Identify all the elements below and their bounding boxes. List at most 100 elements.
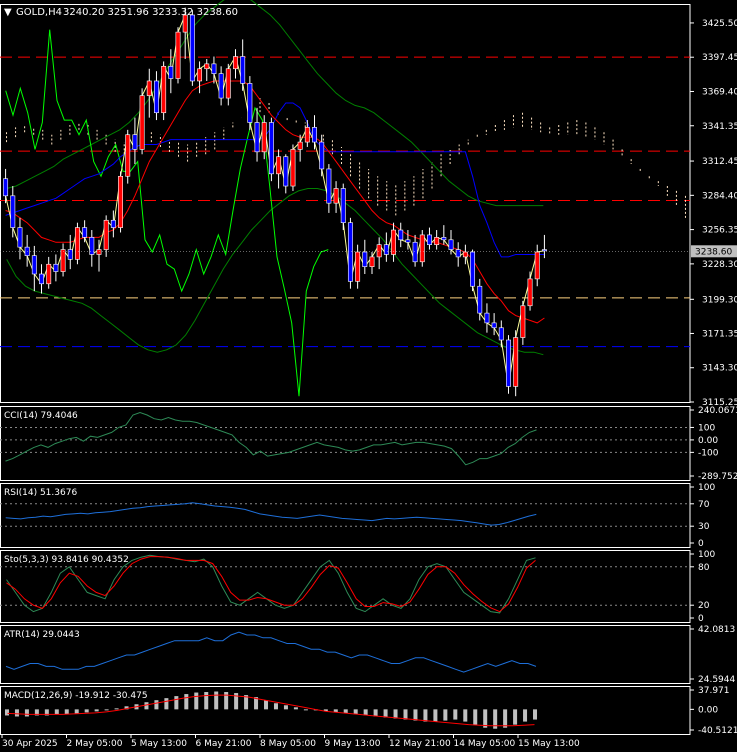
indicator-label: CCI(14) 79.4046: [4, 411, 78, 421]
macd-histogram-bar: [463, 709, 468, 722]
candle-body: [211, 63, 217, 74]
macd-histogram-bar: [473, 709, 478, 725]
candle-body: [333, 188, 339, 204]
time-axis-label: 30 Apr 2025: [2, 739, 58, 748]
candle-body: [53, 263, 59, 272]
macd-histogram-bar: [144, 702, 149, 710]
candle-body: [189, 14, 195, 82]
price-tick-label: 3397.45: [702, 53, 737, 63]
macd-histogram-bar: [293, 707, 298, 710]
candle-body: [139, 95, 145, 150]
candle-body: [10, 195, 16, 228]
candle-body: [513, 337, 519, 387]
candle-body: [218, 73, 224, 99]
macd-histogram-bar: [483, 709, 488, 728]
macd-histogram-bar: [154, 700, 159, 710]
indicator-pane-frame: [0, 406, 691, 481]
price-tick-label: 3171.35: [702, 329, 737, 339]
time-axis-label: 15 May 13:00: [518, 739, 580, 748]
time-axis-label: 5 May 13:00: [131, 739, 187, 748]
macd-histogram-bar: [333, 709, 338, 713]
candle-body: [477, 285, 483, 314]
chart-menu-arrow-icon[interactable]: ▼: [4, 7, 12, 18]
candle-body: [132, 134, 138, 150]
macd-histogram-bar: [214, 691, 219, 710]
macd-histogram-bar: [303, 709, 308, 711]
macd-histogram-bar: [353, 709, 358, 715]
indicator-pane-frame: [0, 686, 691, 735]
macd-histogram-bar: [44, 709, 49, 716]
bollinger-upper-line: [6, 0, 544, 207]
candle-body: [484, 312, 490, 324]
macd-histogram-bar: [54, 709, 59, 715]
price-tick-label: 3199.30: [702, 295, 737, 305]
candle-body: [204, 63, 210, 70]
macd-histogram-bar: [84, 709, 89, 713]
price-tick-label: 3228.30: [702, 260, 737, 270]
indicator-tick-label: 0.00: [698, 705, 718, 715]
indicator-tick-label: -289.7523: [698, 472, 737, 482]
indicator-tick-label: -100: [698, 448, 719, 458]
candle-body: [455, 249, 461, 258]
candle-body: [362, 251, 368, 267]
candle-body: [369, 256, 375, 267]
candle-body: [376, 244, 382, 258]
price-tick-label: 3115.25: [702, 398, 737, 408]
macd-histogram-bar: [343, 709, 348, 714]
candle-body: [118, 175, 123, 228]
candle-body: [82, 227, 88, 238]
candle-body: [498, 327, 504, 341]
moving-average-line: [5, 13, 545, 387]
macd-histogram-bar: [363, 709, 368, 716]
macd-histogram-bar: [224, 692, 229, 710]
indicator-tick-label: 100: [698, 483, 715, 493]
macd-histogram-bar: [433, 709, 438, 722]
indicator-tick-label: 100: [698, 423, 715, 433]
macd-histogram-bar: [74, 709, 79, 714]
macd-histogram-bar: [64, 709, 69, 715]
time-axis-label: 9 May 13:00: [325, 739, 381, 748]
candle-body: [247, 83, 253, 123]
bollinger-lower-line: [6, 188, 544, 356]
candle-body: [506, 339, 511, 387]
macd-histogram-bar: [264, 700, 269, 710]
candle-body: [46, 263, 52, 285]
time-axis-label: 6 May 21:00: [196, 739, 252, 748]
current-price-label: 3238.60: [695, 247, 732, 257]
candle-body: [283, 156, 289, 187]
rsi-line: [5, 502, 537, 526]
candle-body: [74, 227, 80, 260]
candle-body: [412, 241, 418, 263]
macd-histogram-bar: [513, 709, 518, 725]
time-axis-label: 14 May 05:00: [454, 739, 516, 748]
indicator-label: Sto(5,3,3) 93.8416 90.4352: [4, 555, 129, 565]
candle-body: [154, 80, 159, 114]
candle-body: [527, 278, 533, 307]
candle-body: [146, 80, 152, 96]
macd-histogram-bar: [164, 698, 169, 710]
macd-histogram-bar: [14, 709, 19, 717]
candle-body: [110, 219, 116, 228]
indicator-tick-label: 24.5944: [698, 675, 735, 685]
indicator-label: MACD(12,26,9) -19.912 -30.475: [4, 691, 148, 701]
candle-body: [405, 239, 411, 243]
atr-line: [5, 631, 537, 673]
macd-histogram-bar: [204, 692, 209, 710]
main-pane-frame: [0, 4, 691, 403]
macd-histogram-bar: [234, 693, 239, 710]
kijun-line: [5, 102, 545, 258]
indicator-tick-label: 0: [698, 539, 704, 549]
time-axis-label: 2 May 05:00: [67, 739, 123, 748]
candle-body: [31, 255, 37, 275]
price-tick-label: 3369.40: [702, 87, 737, 97]
candle-body: [168, 66, 174, 79]
stochastic-signal-line: [6, 556, 536, 613]
cci-line: [5, 411, 537, 466]
macd-histogram-bar: [104, 709, 109, 711]
indicator-tick-label: 100: [698, 550, 715, 560]
candle-body: [290, 149, 296, 187]
macd-histogram-bar: [383, 709, 388, 718]
